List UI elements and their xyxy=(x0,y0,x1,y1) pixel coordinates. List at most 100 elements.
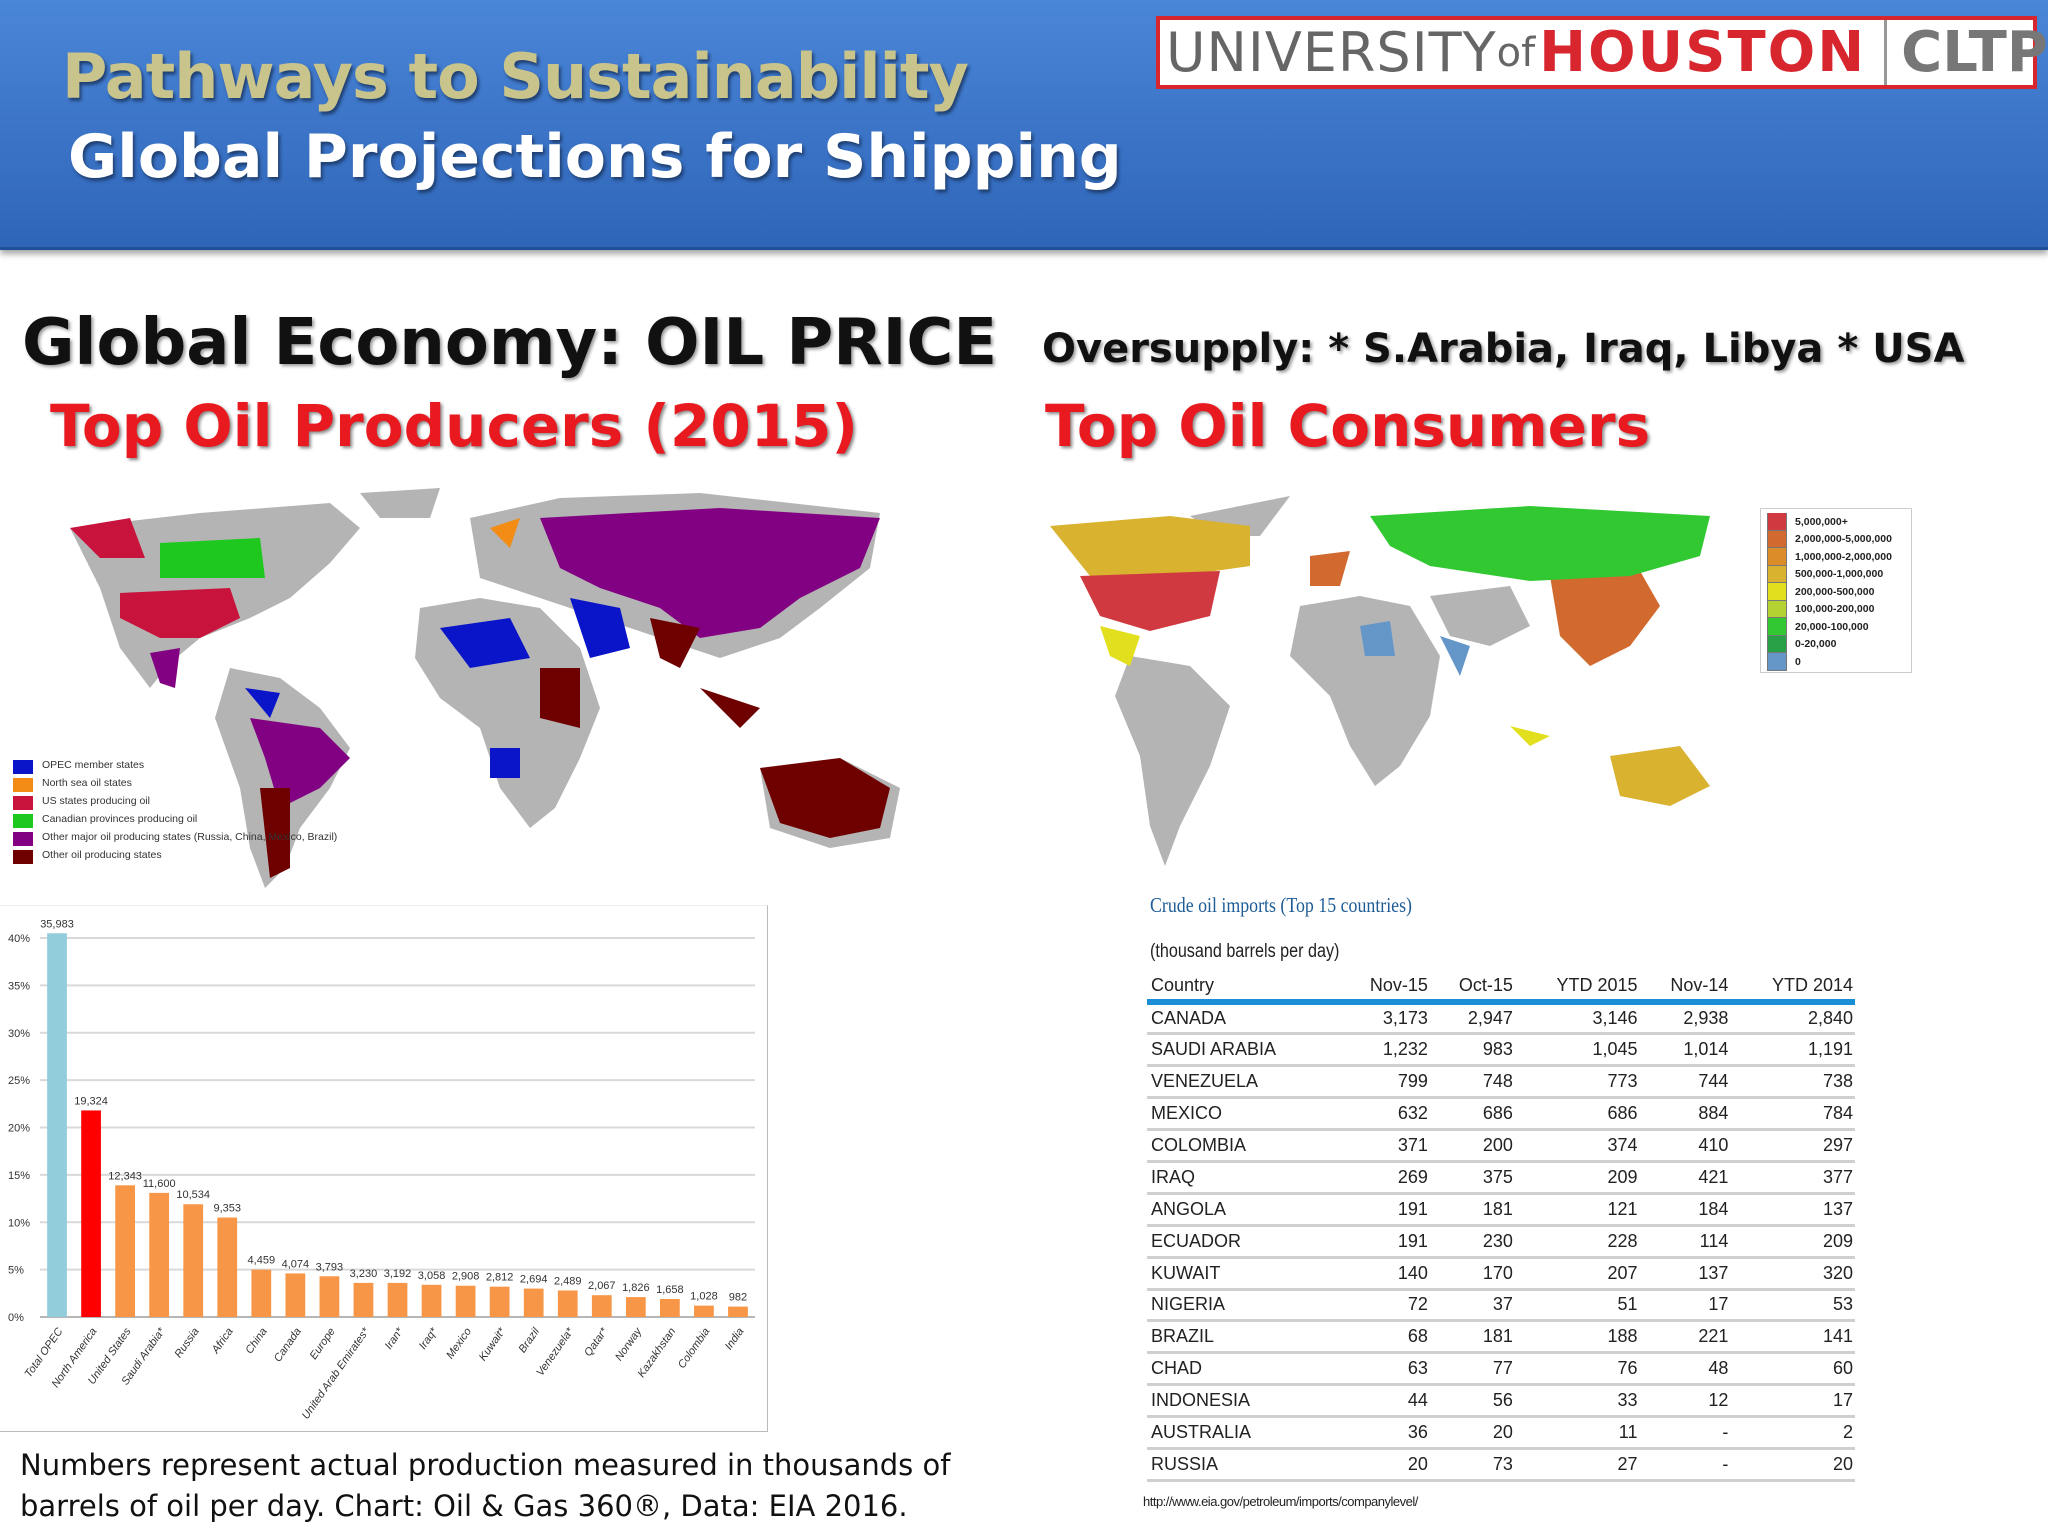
data-label: 2,067 xyxy=(588,1280,616,1292)
table-row: ANGOLA 191 181 121 184 137 xyxy=(1147,1193,1855,1226)
y-tick-label: 20% xyxy=(8,1123,30,1135)
value-cell: 37 xyxy=(1492,1294,1513,1315)
value-cell: 784 xyxy=(1822,1103,1853,1124)
y-tick-label: 0% xyxy=(8,1312,24,1324)
data-label: 4,074 xyxy=(282,1258,310,1270)
country-cell: NIGERIA xyxy=(1151,1294,1226,1315)
bar xyxy=(728,1306,748,1317)
value-cell: 191 xyxy=(1397,1230,1428,1251)
bar xyxy=(591,1295,612,1317)
value-cell: 221 xyxy=(1698,1326,1729,1347)
value-cell: 11 xyxy=(1618,1422,1638,1443)
value-cell: 320 xyxy=(1822,1262,1853,1283)
legend-item: 20,000-100,000 xyxy=(1767,618,1905,636)
bar xyxy=(694,1305,714,1317)
x-tick-label: India xyxy=(723,1326,747,1352)
producers-world-map xyxy=(70,488,900,888)
value-cell: 12 xyxy=(1708,1390,1729,1411)
bar xyxy=(47,933,67,1317)
other-producers-region xyxy=(260,618,890,878)
legend-item: 500,000-1,000,000 xyxy=(1767,565,1905,583)
legend-item: 1,000,000-2,000,000 xyxy=(1767,548,1905,566)
legend-item: 5,000,000+ xyxy=(1767,513,1905,531)
table-row: AUSTRALIA 36 20 11 - 2 xyxy=(1147,1417,1855,1449)
legend-item: 0-20,000 xyxy=(1767,635,1905,653)
legend-label: North sea oil states xyxy=(42,777,132,789)
value-cell: 884 xyxy=(1698,1103,1729,1124)
table-row: NIGERIA 72 37 51 17 53 xyxy=(1147,1289,1855,1321)
table-row: INDONESIA 44 56 33 12 17 xyxy=(1147,1385,1855,1417)
legend-label: 200,000-500,000 xyxy=(1795,585,1875,598)
value-cell: 20 xyxy=(1832,1453,1853,1474)
bar xyxy=(115,1185,135,1317)
region-2m-5m xyxy=(1310,551,1660,666)
producers-map-legend: OPEC member states North sea oil states US… xyxy=(13,759,337,868)
value-cell: 60 xyxy=(1832,1358,1853,1379)
x-tick-label: Iran* xyxy=(383,1325,407,1352)
consumers-world-map xyxy=(1050,496,1710,866)
x-tick-label: Canada xyxy=(272,1326,304,1364)
legend-item: 2,000,000-5,000,000 xyxy=(1767,530,1905,548)
value-cell: 191 xyxy=(1397,1198,1428,1219)
column-header: YTD 2014 xyxy=(1771,975,1853,995)
table-row: COLOMBIA 371 200 374 410 297 xyxy=(1147,1130,1855,1162)
value-cell: 2,947 xyxy=(1467,1008,1513,1029)
bar xyxy=(217,1217,238,1317)
value-cell: 3,173 xyxy=(1382,1008,1428,1029)
x-tick-label: Europe xyxy=(308,1326,338,1362)
value-cell: 137 xyxy=(1698,1262,1729,1283)
value-cell: 200 xyxy=(1482,1135,1513,1155)
country-cell: VENEZUELA xyxy=(1151,1071,1259,1092)
legend-swatch xyxy=(1767,618,1787,636)
value-cell: 121 xyxy=(1607,1198,1638,1219)
value-cell: 184 xyxy=(1698,1198,1729,1219)
logo-houston: HOUSTON xyxy=(1539,20,1867,85)
table-unit: (thousand barrels per day) xyxy=(1150,941,1340,962)
data-label: 2,812 xyxy=(486,1272,514,1284)
legend-swatch xyxy=(1767,600,1787,618)
value-cell: - xyxy=(1722,1422,1729,1443)
bar xyxy=(183,1204,204,1317)
table-title: Crude oil imports (Top 15 countries) xyxy=(1150,893,1412,917)
country-cell: CHAD xyxy=(1151,1358,1203,1379)
data-label: 35,983 xyxy=(40,918,74,930)
y-tick-label: 35% xyxy=(8,980,30,992)
left-subheading: Top Oil Producers (2015) xyxy=(50,392,858,460)
value-cell: 2 xyxy=(1842,1422,1853,1443)
x-tick-label: Norway xyxy=(613,1325,645,1364)
caption-line-1: Numbers represent actual production meas… xyxy=(20,1448,951,1482)
data-label: 3,230 xyxy=(350,1268,378,1280)
legend-swatch xyxy=(13,760,33,774)
region-500k-1m xyxy=(1050,516,1710,806)
data-label: 1,658 xyxy=(656,1284,684,1296)
y-tick-label: 5% xyxy=(8,1265,24,1277)
bar xyxy=(625,1297,646,1317)
value-cell: 20 xyxy=(1407,1453,1428,1474)
legend-label: US states producing oil xyxy=(42,795,150,807)
data-label: 982 xyxy=(729,1292,747,1304)
x-tick-label: Russia xyxy=(173,1326,202,1360)
table-row: ECUADOR 191 230 228 114 209 xyxy=(1147,1225,1855,1258)
value-cell: 188 xyxy=(1607,1326,1638,1347)
value-cell: 77 xyxy=(1492,1358,1513,1379)
value-cell: 2,840 xyxy=(1807,1008,1853,1029)
country-cell: CANADA xyxy=(1151,1008,1227,1029)
value-cell: 2,938 xyxy=(1683,1008,1729,1029)
value-cell: 297 xyxy=(1822,1135,1853,1155)
y-tick-label: 25% xyxy=(8,1075,30,1087)
north-sea-region xyxy=(490,518,520,548)
legend-label: 1,000,000-2,000,000 xyxy=(1795,550,1892,563)
bar xyxy=(557,1290,578,1317)
legend-swatch xyxy=(1767,513,1787,531)
country-cell: INDONESIA xyxy=(1151,1390,1251,1411)
bar xyxy=(251,1269,272,1317)
value-cell: 181 xyxy=(1482,1326,1513,1347)
value-cell: 72 xyxy=(1407,1294,1428,1315)
bar xyxy=(523,1288,544,1317)
column-header: YTD 2015 xyxy=(1556,975,1638,995)
legend-item: North sea oil states xyxy=(13,777,337,796)
legend-swatch xyxy=(1767,565,1787,583)
legend-label: 0-20,000 xyxy=(1795,638,1837,651)
data-label: 2,489 xyxy=(554,1275,582,1287)
value-cell: 76 xyxy=(1617,1358,1638,1379)
